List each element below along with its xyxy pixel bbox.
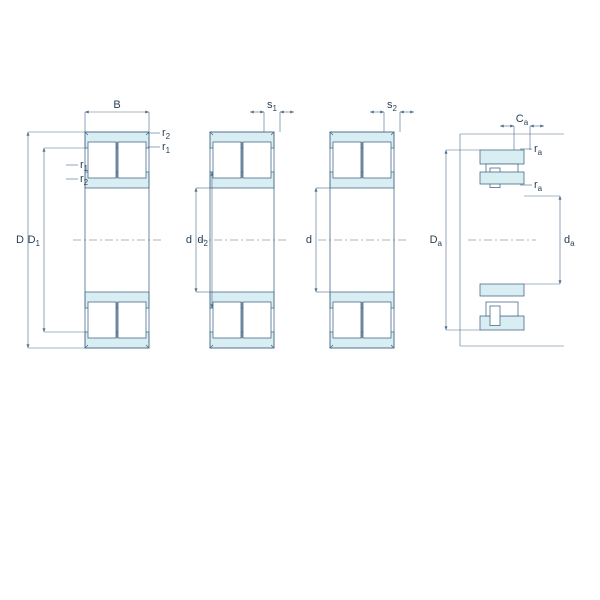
svg-text:Ca: Ca bbox=[516, 113, 529, 127]
svg-text:s2: s2 bbox=[387, 99, 398, 113]
svg-text:r2: r2 bbox=[162, 127, 171, 141]
svg-text:d: d bbox=[306, 234, 312, 246]
svg-text:d: d bbox=[186, 234, 192, 246]
svg-text:da: da bbox=[564, 234, 575, 248]
svg-text:r1: r1 bbox=[80, 159, 89, 173]
svg-text:ra: ra bbox=[534, 179, 543, 193]
svg-text:D1: D1 bbox=[28, 234, 41, 248]
svg-text:s1: s1 bbox=[267, 99, 278, 113]
svg-text:B: B bbox=[113, 99, 120, 111]
svg-text:Da: Da bbox=[430, 234, 443, 248]
svg-text:D: D bbox=[16, 234, 24, 246]
svg-text:ra: ra bbox=[534, 143, 543, 157]
svg-text:r1: r1 bbox=[162, 141, 171, 155]
svg-text:d2: d2 bbox=[197, 234, 208, 248]
